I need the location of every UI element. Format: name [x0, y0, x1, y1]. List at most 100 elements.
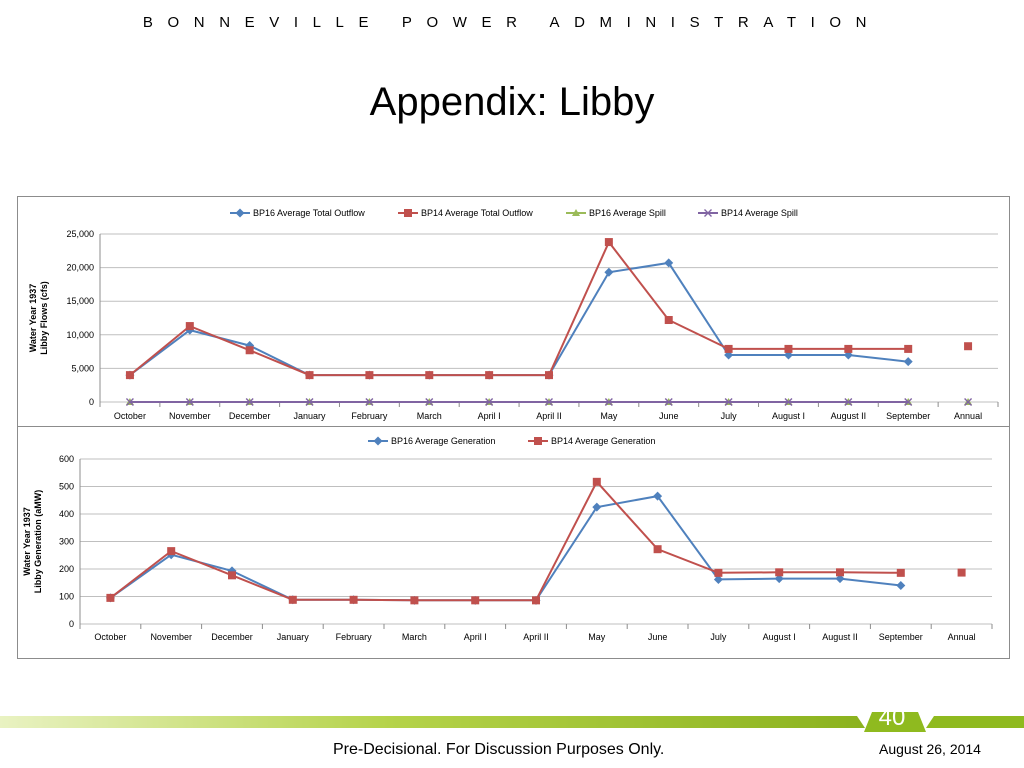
bp16-average-generation-point: [896, 581, 906, 590]
y-tick-label: 500: [59, 482, 74, 492]
bp14-average-total-outflow-point: [305, 371, 314, 380]
flows-chart: 0 5,000 10,000 15,000 20,000 25,000 October Nov…: [28, 208, 999, 421]
bp16-average-total-outflow-point: [664, 258, 674, 268]
x-tick-label: November: [169, 411, 211, 421]
page-number: 40: [878, 704, 906, 731]
bp14-average-generation-legend-marker: [534, 437, 542, 445]
bp14-average-generation-point: [167, 547, 176, 556]
x-tick-label: October: [114, 411, 146, 421]
bp14-average-total-outflow-point: [425, 371, 434, 380]
x-tick-label: April II: [523, 632, 549, 642]
x-tick-label: March: [417, 411, 442, 421]
chart-divider: [18, 426, 1009, 427]
bp16-average-total-outflow-line: [129, 261, 909, 377]
footer-bar-right: [926, 716, 1024, 728]
bp14-average-generation-point: [532, 596, 540, 605]
bp14-average-generation-point: [349, 595, 358, 604]
bp14-average-total-outflow-point: [185, 322, 194, 331]
x-tick-label: January: [277, 632, 310, 642]
bp14-average-total-outflow-point: [904, 344, 913, 353]
footer-bar: [0, 712, 1024, 732]
bp14-average-total-outflow-legend-marker: [404, 209, 412, 217]
bp14-average-total-outflow-line: [129, 240, 909, 377]
bp16-average-total-outflow-point: [604, 267, 614, 277]
page-title: Appendix: Libby: [369, 80, 655, 124]
bp14-average-total-outflow-point: [125, 371, 134, 380]
x-tick-label: October: [94, 632, 126, 642]
bp14-average-spill-legend-marker: [704, 209, 712, 217]
bp16-average-generation-point: [592, 502, 602, 512]
bp14-average-spill-legend-label: BP14 Average Spill: [721, 208, 798, 218]
y-tick-label: 100: [59, 592, 74, 602]
bp14-average-generation-point: [836, 568, 844, 577]
x-tick-label: January: [294, 411, 327, 421]
y-tick-label: 15,000: [66, 296, 94, 306]
bp16-average-spill-legend-label: BP16 Average Spill: [589, 208, 666, 218]
bp16-average-total-outflow-legend-label: BP16 Average Total Outflow: [253, 208, 365, 218]
bp14-average-generation-line: [109, 480, 901, 602]
y-axis-label-line: Water Year 1937: [22, 507, 32, 576]
bp14-average-total-outflow-point: [964, 342, 973, 351]
y-tick-label: 0: [89, 397, 94, 407]
bp16-average-total-outflow-legend-marker: [235, 208, 245, 218]
y-axis-label: Water Year 1937Libby Flows (cfs): [28, 281, 49, 355]
bp14-average-spill-point: [664, 398, 673, 406]
footer-disclaimer: Pre-Decisional. For Discussion Purposes …: [333, 741, 665, 758]
bp16-average-generation-line: [109, 495, 901, 602]
footer-date: August 26, 2014: [879, 741, 981, 757]
x-tick-label: May: [600, 411, 618, 421]
x-tick-label: February: [351, 411, 388, 421]
bp14-average-total-outflow-point: [545, 371, 553, 380]
y-tick-label: 5,000: [71, 363, 94, 373]
bp14-average-generation-point: [957, 568, 966, 577]
x-tick-label: April II: [536, 411, 562, 421]
x-tick-label: December: [229, 411, 271, 421]
bp14-average-generation-point: [288, 595, 297, 604]
x-tick-label: August II: [822, 632, 858, 642]
x-tick-label: April I: [464, 632, 487, 642]
y-axis-label-line: Libby Generation (aMW): [33, 490, 43, 594]
bp14-average-spill-point: [305, 398, 314, 406]
x-tick-label: September: [886, 411, 930, 421]
bp14-average-total-outflow-point: [664, 316, 673, 325]
x-tick-label: November: [150, 632, 192, 642]
bp14-average-spill-point: [844, 398, 853, 406]
x-tick-label: June: [648, 632, 668, 642]
bp16-average-generation-point: [653, 491, 663, 501]
y-tick-label: 10,000: [66, 330, 94, 340]
footer-bar-left: [0, 716, 865, 728]
charts-frame: 0 5,000 10,000 15,000 20,000 25,000 October Nov…: [17, 196, 1010, 659]
bp14-average-generation-point: [410, 596, 419, 605]
bp14-average-generation-point: [714, 568, 723, 577]
bp14-average-generation-point: [653, 545, 662, 554]
bp14-average-total-outflow-point: [784, 344, 793, 353]
bp16-average-generation-point: [835, 574, 845, 584]
y-tick-label: 600: [59, 454, 74, 464]
bp14-average-spill-point: [904, 398, 913, 406]
bp16-average-generation-legend-label: BP16 Average Generation: [391, 436, 495, 446]
bp16-average-total-outflow-point: [903, 357, 913, 367]
x-tick-label: Annual: [954, 411, 982, 421]
y-tick-label: 20,000: [66, 263, 94, 273]
x-tick-label: April I: [478, 411, 501, 421]
x-tick-label: December: [211, 632, 253, 642]
bp14-average-total-outflow-point: [365, 371, 374, 380]
x-tick-label: August I: [772, 411, 805, 421]
bp14-average-spill-point: [245, 398, 254, 406]
bp14-average-total-outflow-point: [604, 238, 613, 247]
y-axis-label: Water Year 1937Libby Generation (aMW): [22, 490, 43, 594]
bp14-average-generation-point: [775, 568, 784, 577]
bp14-average-generation-legend-label: BP14 Average Generation: [551, 436, 655, 446]
x-tick-label: March: [402, 632, 427, 642]
bp16-average-spill-legend-marker: [572, 209, 580, 216]
bp14-average-spill-point: [545, 398, 553, 406]
y-axis-label-line: Water Year 1937: [28, 284, 38, 353]
x-tick-label: September: [879, 632, 923, 642]
bp14-average-total-outflow-point: [724, 344, 733, 353]
bp14-average-total-outflow-point: [485, 371, 494, 380]
bp14-average-spill-point: [485, 398, 494, 406]
bp16-average-generation-legend-marker: [373, 436, 383, 446]
x-tick-label: July: [721, 411, 738, 421]
y-tick-label: 200: [59, 564, 74, 574]
bp14-average-spill-point: [784, 398, 793, 406]
